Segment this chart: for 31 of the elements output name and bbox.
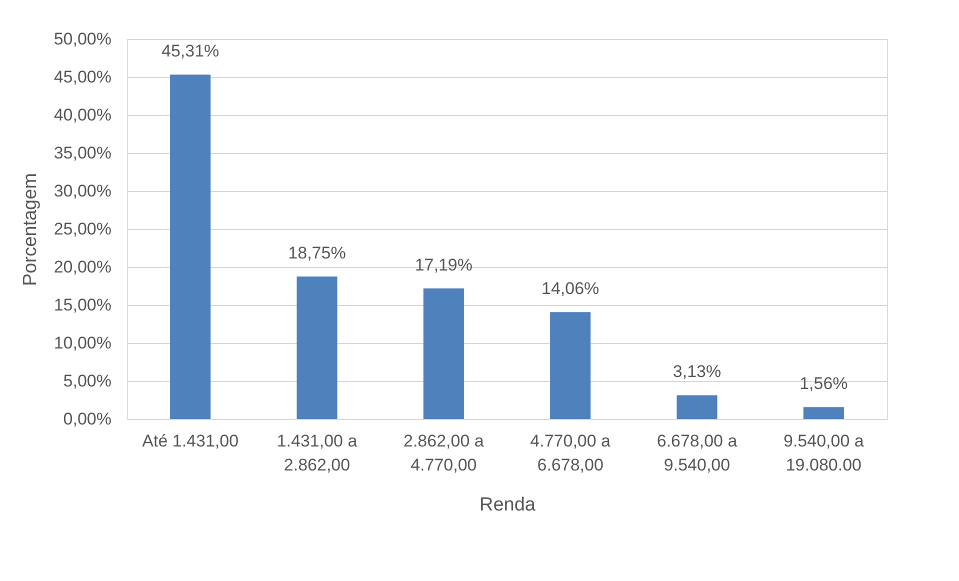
y-tick-label: 50,00% — [54, 30, 112, 48]
x-axis-title: Renda — [480, 494, 536, 516]
data-label: 18,75% — [288, 244, 346, 262]
y-tick-label: 20,00% — [54, 258, 112, 276]
bar — [676, 395, 718, 419]
bar — [550, 312, 591, 419]
y-tick-label: 10,00% — [54, 334, 112, 352]
data-label: 17,19% — [414, 255, 473, 274]
bar — [296, 276, 338, 419]
x-tick-label: Até 1.431,00 — [142, 432, 239, 450]
y-tick-label: 35,00% — [54, 144, 112, 162]
bar — [803, 407, 844, 419]
y-axis-title: Porcentagem — [20, 172, 41, 286]
y-tick-label: 40,00% — [54, 106, 112, 124]
bar — [423, 288, 464, 419]
y-tick-label: 45,00% — [54, 68, 112, 86]
x-tick-label: 9.540,00 a 19.080.00 — [783, 432, 864, 474]
data-label: 45,31% — [161, 42, 220, 61]
bar — [170, 74, 211, 419]
data-label: 3,13% — [672, 362, 722, 382]
x-tick-label: 1.431,00 a 2.862,00 — [276, 432, 358, 474]
y-tick-label: 15,00% — [54, 296, 112, 314]
x-tick-label: 2.862,00 a 4.770,00 — [403, 432, 484, 474]
data-label: 14,06% — [541, 279, 600, 298]
x-tick-label: 4.770,00 a 6.678,00 — [530, 432, 612, 474]
y-tick-label: 5,00% — [63, 372, 112, 390]
y-tick-label: 0,00% — [63, 410, 112, 428]
y-tick-label: 30,00% — [54, 182, 112, 200]
data-label: 1,56% — [800, 374, 848, 394]
x-tick-label: 6.678,00 a 9.540,00 — [656, 432, 738, 474]
y-tick-label: 25,00% — [54, 220, 112, 238]
